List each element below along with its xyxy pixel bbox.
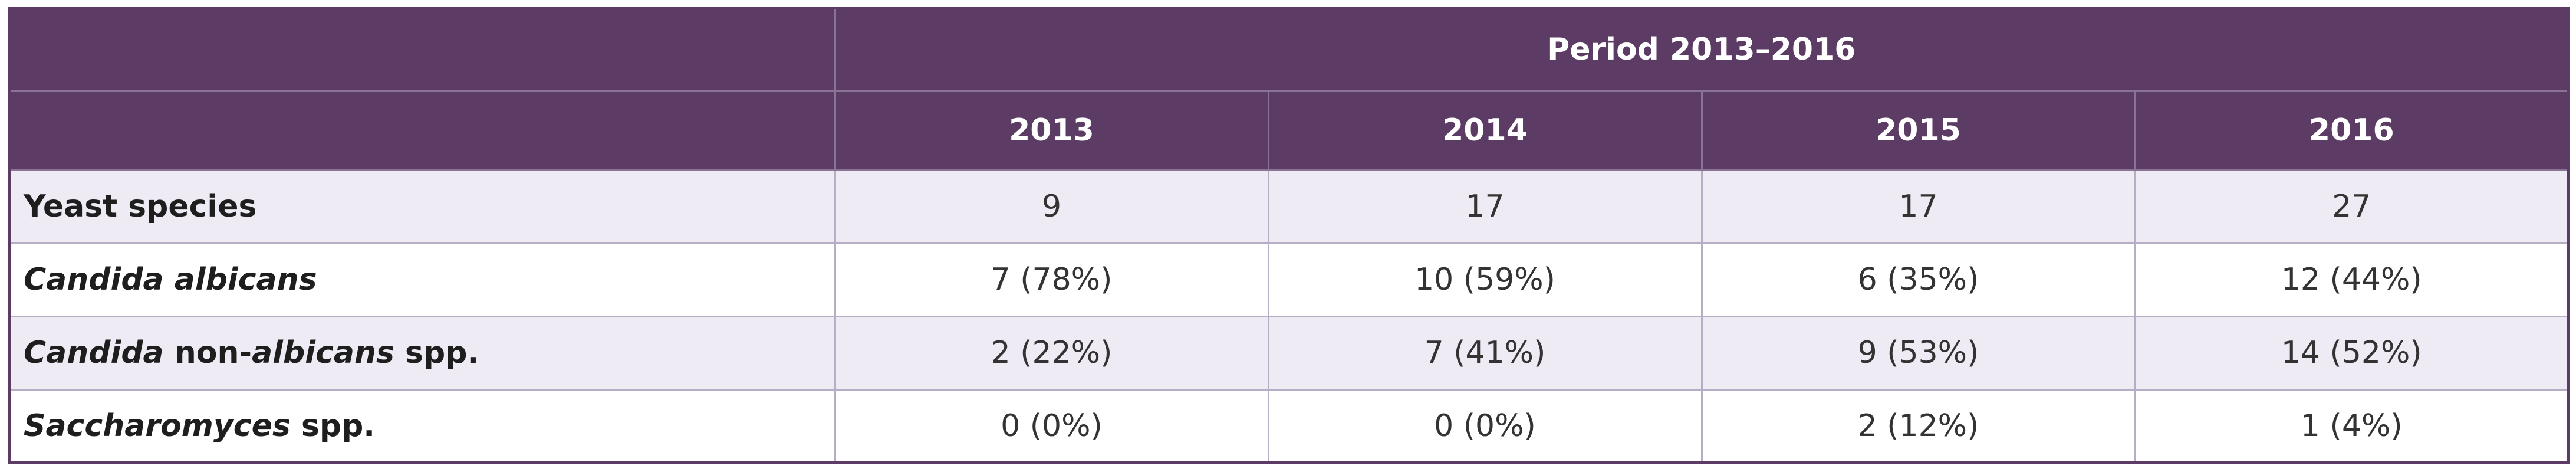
table-cell: 0 (0%) [1267, 388, 1703, 464]
row-label-segment: Candida albicans [24, 262, 317, 297]
table-row: Candida non-albicans spp. 2 (22%) 7 (41%… [8, 315, 2570, 391]
row-label: Candida albicans [8, 242, 836, 317]
table-cell: 17 [1267, 169, 1703, 244]
table-row: Saccharomyces spp. 0 (0%) 0 (0%) 2 (12%)… [8, 388, 2570, 464]
row-label-segment: Candida [24, 335, 164, 371]
table-cell: 0 (0%) [834, 388, 1269, 464]
row-label-segment: albicans [252, 335, 394, 371]
table-row: Yeast species 9 17 17 27 [8, 169, 2570, 244]
row-label-segment: non- [163, 335, 252, 371]
row-label: Candida non-albicans spp. [8, 315, 836, 391]
data-table-container: Period 2013–2016 2013 2014 2015 2016 Yea… [8, 7, 2570, 464]
year-header-2014: 2014 [1267, 90, 1703, 171]
table-cell: 1 (4%) [2134, 388, 2570, 464]
table-cell: 9 (53%) [1700, 315, 2136, 391]
year-header-2015: 2015 [1700, 90, 2136, 171]
table-cell: 10 (59%) [1267, 242, 1703, 317]
table-cell: 2 (22%) [834, 315, 1269, 391]
table-body: Yeast species 9 17 17 27 Candida albican… [8, 169, 2570, 464]
table-cell: 14 (52%) [2134, 315, 2570, 391]
yeast-species-table: Period 2013–2016 2013 2014 2015 2016 Yea… [8, 7, 2570, 464]
row-label-segment: Saccharomyces [24, 408, 291, 444]
table-cell: 12 (44%) [2134, 242, 2570, 317]
row-label-segment: spp. [290, 408, 376, 444]
table-cell: 7 (41%) [1267, 315, 1703, 391]
row-label: Saccharomyces spp. [8, 388, 836, 464]
header-corner-cell [8, 7, 836, 92]
year-header-2016: 2016 [2134, 90, 2570, 171]
table-cell: 2 (12%) [1700, 388, 2136, 464]
year-header-2013: 2013 [834, 90, 1269, 171]
period-header: Period 2013–2016 [834, 7, 2570, 92]
header-row-period: Period 2013–2016 [8, 7, 2570, 92]
row-label-segment: spp. [394, 335, 479, 371]
table-cell: 27 [2134, 169, 2570, 244]
header-corner-cell [8, 90, 836, 171]
table-cell: 7 (78%) [834, 242, 1269, 317]
header-row-years: 2013 2014 2015 2016 [8, 90, 2570, 171]
table-cell: 17 [1700, 169, 2136, 244]
row-label: Yeast species [8, 169, 836, 244]
table-row: Candida albicans 7 (78%) 10 (59%) 6 (35%… [8, 242, 2570, 317]
table-cell: 6 (35%) [1700, 242, 2136, 317]
table-cell: 9 [834, 169, 1269, 244]
row-label-segment: Yeast species [24, 189, 257, 224]
